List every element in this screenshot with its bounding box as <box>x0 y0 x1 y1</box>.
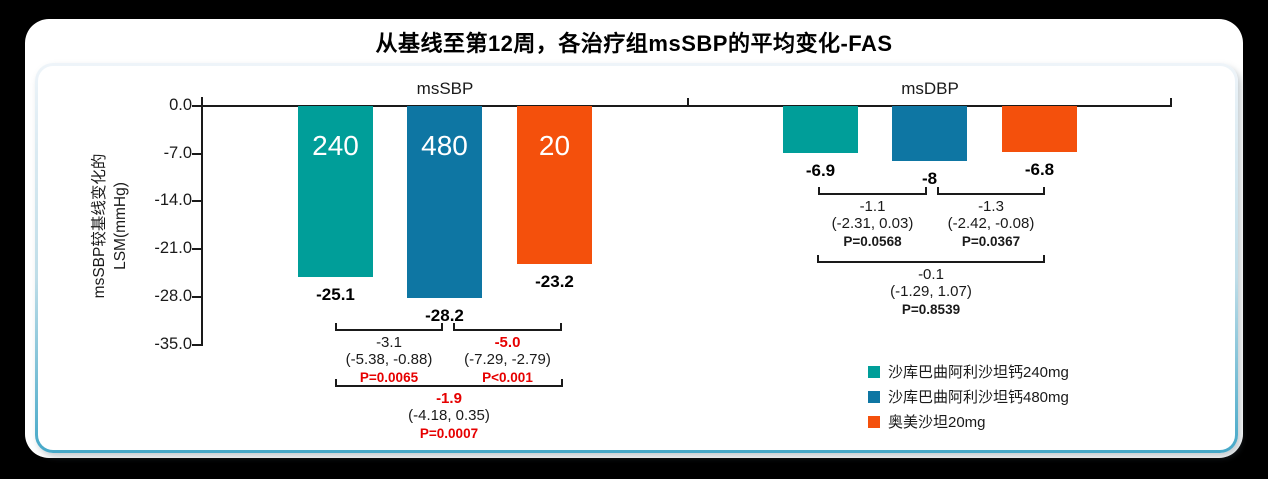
bar-inner-label: 20 <box>538 130 571 161</box>
bar-value-label: -8 <box>921 169 938 188</box>
legend-item: 沙库巴曲阿利沙坦钙480mg <box>868 384 1069 409</box>
comparison-stats: -3.1 (-5.38, -0.88) P=0.0065 <box>290 334 488 385</box>
y-tick-mark <box>192 295 202 298</box>
comparison-pvalue: P=0.8539 <box>901 301 961 317</box>
comparison-bracket <box>335 323 443 331</box>
comparison-diff: -3.1 <box>376 334 402 351</box>
y-tick-mark <box>192 343 202 346</box>
comparison-pvalue: P=0.0065 <box>359 369 419 385</box>
legend-item: 沙库巴曲阿利沙坦钙240mg <box>868 359 1069 384</box>
bar-mssbp-2: 480 <box>407 106 482 298</box>
bar-msdbp-1 <box>783 106 858 153</box>
bar-inner-label: 480 <box>421 130 468 161</box>
comparison-ci: (-4.18, 0.35) <box>408 406 490 424</box>
x-axis-end-tick <box>1170 98 1172 106</box>
y-tick-label: -28.0 <box>154 286 192 305</box>
legend-label: 沙库巴曲阿利沙坦钙480mg <box>888 389 1069 406</box>
x-axis-mid-tick <box>687 98 689 106</box>
group-title-msdbp: msDBP <box>901 79 959 98</box>
legend-swatch <box>868 390 880 403</box>
comparison-pvalue: P<0.001 <box>482 369 533 385</box>
y-tick-mark <box>192 105 202 107</box>
comparison-stats: -1.1 (-2.31, 0.03) P=0.0568 <box>773 198 972 249</box>
group-title-mssbp: msSBP <box>416 79 474 98</box>
comparison-stats: -5.0 (-7.29, -2.79) P<0.001 <box>408 334 607 385</box>
comparison-pvalue: P=0.0007 <box>419 425 479 441</box>
comparison-pvalue: P=0.0568 <box>843 233 902 249</box>
x-axis-line <box>202 105 1172 107</box>
comparison-ci: (-1.29, 1.07) <box>890 282 972 300</box>
bar-value-label: -6.8 <box>1024 160 1055 179</box>
y-tick-label: -14.0 <box>154 191 192 210</box>
comparison-bracket <box>453 323 562 331</box>
y-tick-label: -7.0 <box>163 143 192 162</box>
comparison-ci: (-5.38, -0.88) <box>345 350 433 368</box>
y-tick-mark <box>192 200 202 203</box>
y-axis-line <box>201 97 203 346</box>
legend-swatch <box>868 365 880 378</box>
comparison-diff: -1.9 <box>436 390 462 407</box>
legend-swatch <box>868 415 880 428</box>
y-axis-label-line2: LSM(mmHg) <box>111 182 129 270</box>
bar-inner-label: 240 <box>312 130 359 161</box>
y-axis-label-line1: msSBP较基线变化的 <box>91 153 108 299</box>
bar-mssbp-3: 20 <box>517 106 592 264</box>
y-tick-label: -21.0 <box>154 239 192 258</box>
chart-title: 从基线至第12周，各治疗组msSBP的平均变化-FAS <box>375 31 893 56</box>
bar-value-label: -25.1 <box>316 285 355 304</box>
comparison-ci: (-2.31, 0.03) <box>831 214 914 232</box>
comparison-bracket <box>335 379 563 387</box>
y-tick-mark <box>192 152 202 155</box>
bar-value-label: -28.2 <box>425 306 464 325</box>
bar-msdbp-3 <box>1002 106 1077 152</box>
y-axis-label: msSBP较基线变化的 LSM(mmHg) <box>90 96 134 356</box>
comparison-diff: -0.1 <box>918 266 944 283</box>
y-tick-label: -35.0 <box>154 334 192 353</box>
comparison-bracket <box>817 255 1045 263</box>
legend-label: 奥美沙坦20mg <box>888 414 986 431</box>
bar-value-label: -23.2 <box>535 272 574 291</box>
y-tick-mark <box>192 248 202 251</box>
comparison-bracket <box>937 187 1045 195</box>
comparison-ci: (-2.42, -0.08) <box>947 214 1035 232</box>
comparison-bracket <box>818 187 927 195</box>
comparison-diff: -1.3 <box>978 198 1004 215</box>
comparison-stats: -1.3 (-2.42, -0.08) P=0.0367 <box>892 198 1090 249</box>
bar-mssbp-1: 240 <box>298 106 373 277</box>
comparison-diff: -1.1 <box>859 198 886 215</box>
comparison-diff: -5.0 <box>494 334 521 351</box>
legend-item: 奥美沙坦20mg <box>868 409 1069 434</box>
comparison-pvalue: P=0.0367 <box>961 233 1021 249</box>
y-tick-label: 0.0 <box>169 96 192 114</box>
bar-msdbp-2 <box>892 106 967 161</box>
comparison-ci: (-7.29, -2.79) <box>464 350 551 368</box>
legend: 沙库巴曲阿利沙坦钙240mg 沙库巴曲阿利沙坦钙480mg 奥美沙坦20mg <box>868 359 1069 434</box>
comparison-stats: -0.1 (-1.29, 1.07) P=0.8539 <box>772 266 1090 317</box>
legend-label: 沙库巴曲阿利沙坦钙240mg <box>888 364 1069 381</box>
comparison-stats: -1.9 (-4.18, 0.35) P=0.0007 <box>290 390 608 441</box>
bar-value-label: -6.9 <box>805 161 836 180</box>
